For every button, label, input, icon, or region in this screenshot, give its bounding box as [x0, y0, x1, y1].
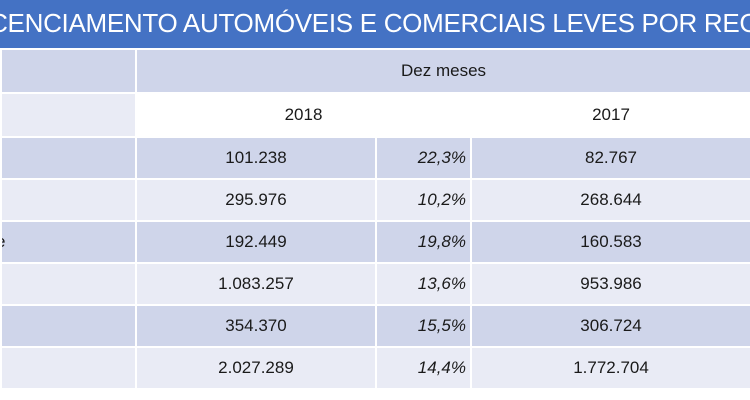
table-row: 2.027.289 14,4% 1.772.704 — [0, 346, 750, 390]
registration-table: Dez meses 2018 2017 101.238 22,3% 82.767… — [0, 48, 750, 390]
growth-pct-cell: 22,3% — [375, 136, 472, 180]
value-2018-cell: 2.027.289 — [135, 346, 377, 390]
value-2017-cell: 82.767 — [469, 136, 750, 180]
value-2017-cell: 1.772.704 — [469, 346, 750, 390]
table-row: 1.083.257 13,6% 953.986 — [0, 262, 750, 306]
header-row-years: 2018 2017 — [0, 92, 750, 138]
header-period: Dez meses — [134, 48, 750, 94]
value-2018-cell: 1.083.257 — [135, 262, 377, 306]
value-2017-cell: 160.583 — [469, 220, 750, 264]
table-row: 101.238 22,3% 82.767 — [0, 136, 750, 180]
header-year-2017: 2017 — [469, 92, 750, 138]
value-2017-cell: 268.644 — [469, 178, 750, 222]
table-row: e 192.449 19,8% 160.583 — [0, 220, 750, 264]
region-cell — [0, 178, 137, 222]
header-region-cell — [0, 48, 137, 94]
growth-pct-cell: 13,6% — [375, 262, 472, 306]
growth-pct-cell: 14,4% — [375, 346, 472, 390]
growth-pct-cell: 15,5% — [375, 304, 472, 348]
value-2018-cell: 295.976 — [135, 178, 377, 222]
value-2018-cell: 192.449 — [135, 220, 377, 264]
page-title: LICENCIAMENTO AUTOMÓVEIS E COMERCIAIS LE… — [0, 8, 750, 38]
region-cell — [0, 136, 137, 180]
region-cell — [0, 304, 137, 348]
value-2017-cell: 306.724 — [469, 304, 750, 348]
region-cell — [0, 262, 137, 306]
table-row: 295.976 10,2% 268.644 — [0, 178, 750, 222]
table-row: 354.370 15,5% 306.724 — [0, 304, 750, 348]
region-cell — [0, 346, 137, 390]
title-bar: LICENCIAMENTO AUTOMÓVEIS E COMERCIAIS LE… — [0, 0, 750, 48]
value-2018-cell: 354.370 — [135, 304, 377, 348]
header-blank-cell — [0, 92, 137, 138]
growth-pct-cell: 19,8% — [375, 220, 472, 264]
header-row-period: Dez meses — [0, 48, 750, 94]
header-year-2018: 2018 — [135, 92, 472, 138]
growth-pct-cell: 10,2% — [375, 178, 472, 222]
value-2017-cell: 953.986 — [469, 262, 750, 306]
region-cell: e — [0, 220, 137, 264]
value-2018-cell: 101.238 — [135, 136, 377, 180]
